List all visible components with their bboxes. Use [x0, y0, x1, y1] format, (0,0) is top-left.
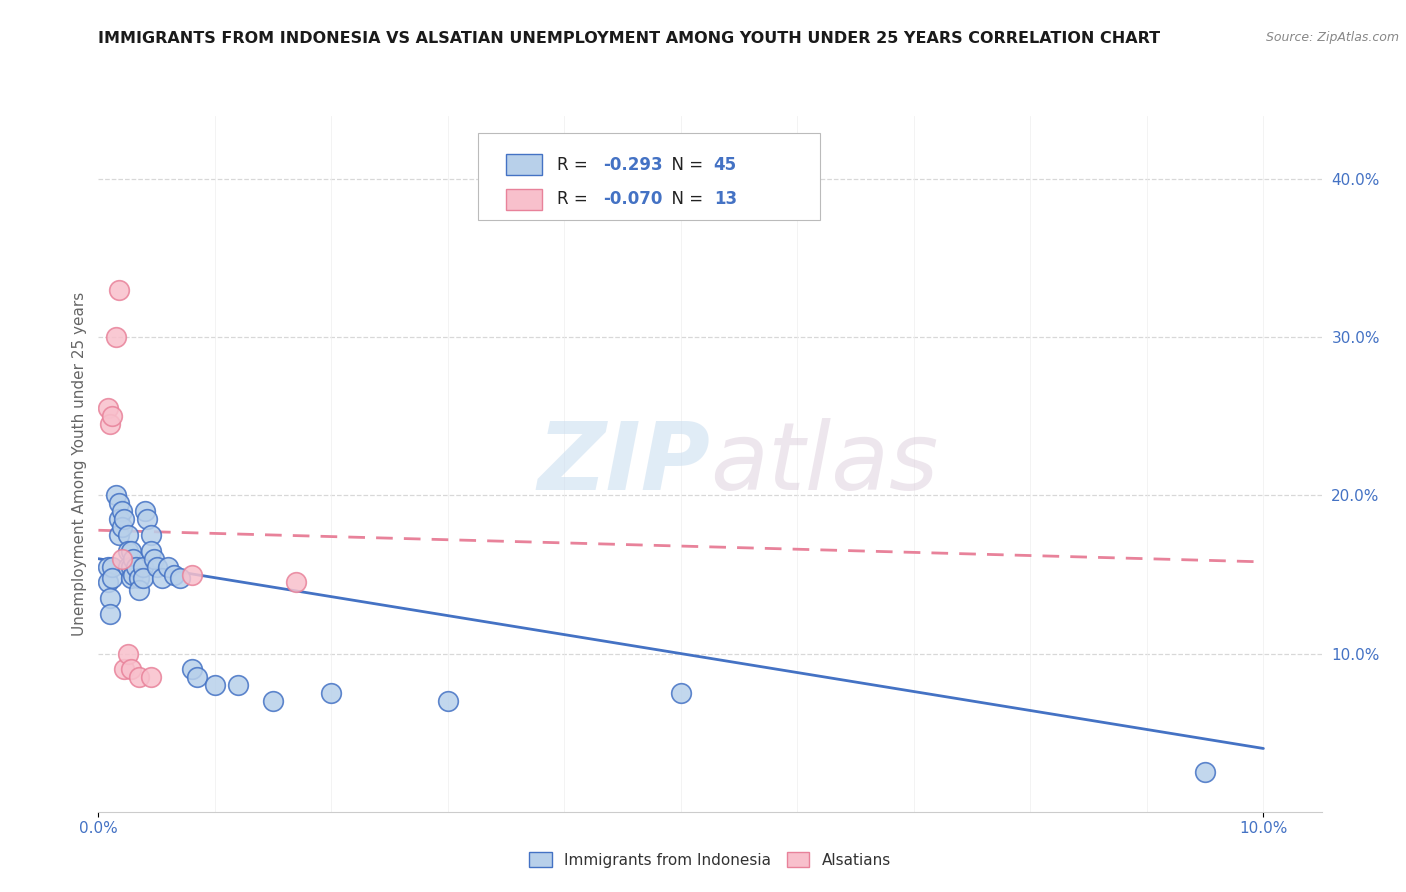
- Point: [152, 571, 174, 585]
- Point: [117, 543, 139, 558]
- Point: [122, 551, 145, 566]
- Point: [97, 575, 120, 590]
- Text: N =: N =: [661, 190, 709, 208]
- Point: [108, 283, 131, 297]
- Point: [1194, 765, 1216, 780]
- Text: atlas: atlas: [710, 418, 938, 509]
- Point: [120, 543, 142, 558]
- Point: [131, 571, 153, 585]
- Point: [98, 591, 121, 606]
- Text: N =: N =: [661, 156, 709, 174]
- Point: [139, 670, 162, 684]
- Text: IMMIGRANTS FROM INDONESIA VS ALSATIAN UNEMPLOYMENT AMONG YOUTH UNDER 25 YEARS CO: IMMIGRANTS FROM INDONESIA VS ALSATIAN UN…: [98, 31, 1160, 46]
- Point: [111, 504, 134, 518]
- Point: [139, 543, 162, 558]
- Point: [98, 607, 121, 621]
- Point: [117, 647, 139, 661]
- Point: [104, 488, 127, 502]
- Point: [136, 512, 159, 526]
- Point: [226, 678, 249, 692]
- Text: -0.070: -0.070: [603, 190, 664, 208]
- Legend: Immigrants from Indonesia, Alsatians: Immigrants from Indonesia, Alsatians: [523, 846, 897, 873]
- Point: [97, 559, 120, 574]
- Text: R =: R =: [557, 190, 593, 208]
- Point: [169, 571, 191, 585]
- Point: [97, 401, 120, 416]
- Point: [111, 551, 134, 566]
- Point: [122, 567, 145, 582]
- Point: [120, 662, 142, 676]
- Point: [157, 559, 180, 574]
- Point: [117, 559, 139, 574]
- Point: [128, 571, 150, 585]
- Point: [321, 686, 343, 700]
- Point: [112, 512, 135, 526]
- Point: [101, 409, 124, 424]
- Point: [180, 662, 202, 676]
- Point: [180, 567, 202, 582]
- Point: [108, 496, 131, 510]
- FancyBboxPatch shape: [478, 134, 820, 220]
- Point: [437, 694, 460, 708]
- Point: [117, 528, 139, 542]
- Point: [111, 520, 134, 534]
- Point: [145, 559, 167, 574]
- Point: [120, 559, 142, 574]
- Point: [128, 583, 150, 598]
- Point: [163, 567, 186, 582]
- Point: [108, 528, 131, 542]
- Point: [125, 559, 148, 574]
- Point: [112, 662, 135, 676]
- Point: [128, 670, 150, 684]
- FancyBboxPatch shape: [506, 189, 543, 210]
- Point: [101, 571, 124, 585]
- Text: ZIP: ZIP: [537, 417, 710, 510]
- Point: [131, 559, 153, 574]
- Text: Source: ZipAtlas.com: Source: ZipAtlas.com: [1265, 31, 1399, 45]
- Point: [101, 559, 124, 574]
- Point: [139, 528, 162, 542]
- Point: [262, 694, 284, 708]
- Point: [669, 686, 692, 700]
- Point: [204, 678, 226, 692]
- Text: 45: 45: [714, 156, 737, 174]
- Y-axis label: Unemployment Among Youth under 25 years: Unemployment Among Youth under 25 years: [72, 292, 87, 636]
- Point: [143, 551, 166, 566]
- Text: -0.293: -0.293: [603, 156, 664, 174]
- Point: [108, 512, 131, 526]
- Point: [285, 575, 308, 590]
- FancyBboxPatch shape: [506, 154, 543, 175]
- Point: [134, 504, 156, 518]
- Text: 13: 13: [714, 190, 737, 208]
- Text: R =: R =: [557, 156, 593, 174]
- Point: [104, 330, 127, 344]
- Point: [120, 571, 142, 585]
- Point: [186, 670, 208, 684]
- Point: [98, 417, 121, 432]
